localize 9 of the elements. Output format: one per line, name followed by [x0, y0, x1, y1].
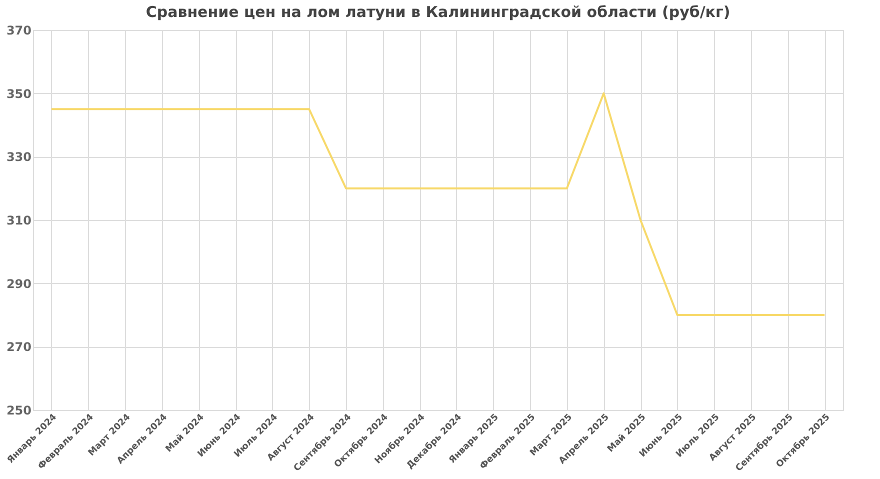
line-series [50, 92, 826, 316]
y-tick-label: 310 [6, 214, 32, 228]
y-tick-label: 290 [6, 276, 32, 291]
chart-title: Сравнение цен на лом латуни в Калининградской области (руб/кг) [146, 3, 730, 21]
y-tick-label: 330 [6, 150, 32, 164]
y-tick-label: 270 [6, 340, 32, 354]
y-tick-label: 370 [6, 24, 32, 38]
y-tick-label: 250 [6, 404, 32, 418]
y-tick-label: 350 [6, 86, 32, 101]
